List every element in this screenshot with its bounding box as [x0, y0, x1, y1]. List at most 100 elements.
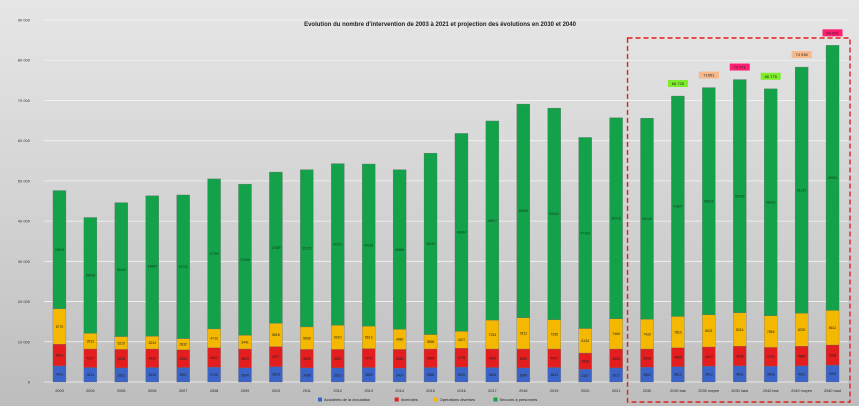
data-label: 3725	[210, 373, 218, 377]
data-label: 5038	[829, 353, 837, 357]
data-label: 4936	[736, 354, 744, 358]
x-tick-label: 2040 moyen	[791, 389, 812, 393]
legend-swatch	[394, 397, 399, 402]
bar-segment	[238, 183, 252, 336]
data-label: 4207	[458, 338, 466, 342]
y-tick-label: 10 000	[18, 339, 31, 344]
data-label: 3812	[674, 373, 682, 377]
data-label: 4031	[736, 372, 744, 376]
legend-swatch	[433, 397, 438, 402]
data-label: 3912	[705, 372, 713, 376]
data-label: 3513	[334, 373, 342, 377]
bar-segment	[114, 202, 128, 337]
bar-segment	[794, 66, 809, 314]
x-tick-label: 2030 bas	[670, 389, 686, 393]
projection-annotation-label: 71651	[703, 73, 715, 78]
data-label: 6134	[581, 339, 589, 343]
data-label: 5608	[303, 336, 311, 340]
bar-segment	[640, 117, 654, 320]
x-tick-label: 2013	[364, 389, 372, 393]
projection-annotation-label: 74 971	[734, 65, 747, 70]
x-tick-label: 2015	[426, 389, 434, 393]
data-label: 56418	[766, 201, 776, 205]
y-tick-label: 60 000	[18, 138, 31, 143]
data-label: 7810	[674, 330, 682, 334]
bar-segment	[825, 45, 840, 311]
x-tick-label: 2030 moyen	[698, 389, 719, 393]
bar-segment	[331, 163, 345, 326]
data-label: 40212	[333, 243, 343, 247]
x-tick-label: 2016	[457, 389, 465, 393]
data-label: 3818	[272, 373, 280, 377]
data-label: 49244	[457, 231, 467, 235]
data-label: 4597	[550, 357, 558, 361]
data-label: 4812	[705, 355, 713, 359]
bar-segment	[578, 137, 592, 329]
data-label: 37290	[209, 252, 219, 256]
data-label: 4022	[798, 372, 806, 376]
x-tick-label: 2020	[581, 389, 589, 393]
bar-segment	[671, 95, 685, 317]
data-label: 2832	[179, 342, 187, 346]
data-label: 3616	[148, 373, 156, 377]
y-tick-label: 40 000	[18, 219, 31, 224]
projection-highlight-box	[626, 37, 851, 403]
data-label: 7812	[520, 332, 528, 336]
data-label: 4394	[179, 357, 187, 361]
legend-label: Secours à personnes	[500, 397, 538, 402]
data-label: 4654	[396, 357, 404, 361]
data-label: 45120	[426, 242, 436, 246]
x-tick-label: 2040 bas	[763, 389, 779, 393]
x-tick-label: 2010	[272, 389, 280, 393]
y-tick-label: 50 000	[18, 178, 31, 183]
y-tick-label: 20 000	[18, 299, 31, 304]
legend-swatch	[318, 397, 322, 402]
bar-segment	[764, 88, 778, 316]
data-label: 3670	[458, 373, 466, 377]
data-label: 3604	[489, 373, 497, 377]
bar-segment	[702, 87, 716, 315]
data-label: 8230	[798, 328, 806, 332]
data-label: 7433	[643, 332, 651, 336]
data-label: 29403	[55, 248, 65, 252]
data-label: 7255	[550, 333, 558, 337]
data-label: 5818	[272, 333, 280, 337]
data-label: 7233	[489, 333, 497, 337]
data-label: 4812	[210, 356, 218, 360]
projection-annotation-box	[667, 80, 688, 88]
data-label: 65931	[828, 176, 838, 180]
data-label: 4204	[829, 372, 837, 376]
data-label: 37589	[271, 246, 281, 250]
x-tick-label: 2018	[519, 389, 527, 393]
data-label: 5613	[365, 336, 373, 340]
data-label: 34899	[148, 264, 158, 268]
bar-segment	[392, 169, 407, 330]
legend-label: Opérations diverses	[440, 397, 476, 402]
projection-annotation-label: 66 775	[765, 74, 778, 79]
data-label: 3569	[365, 373, 373, 377]
bar-segment	[454, 133, 469, 332]
data-label: 4693	[520, 357, 528, 361]
data-label: 8314	[736, 328, 744, 332]
x-tick-label: 2017	[488, 389, 496, 393]
bar-segment	[83, 217, 98, 334]
projection-annotation-box	[729, 63, 750, 71]
x-tick-label: 2008	[210, 389, 218, 393]
data-label: 40331	[364, 243, 374, 247]
data-label: 52620	[550, 212, 560, 216]
data-label: 3614	[87, 373, 95, 377]
data-label: 4702	[767, 355, 775, 359]
data-label: 4637	[87, 357, 95, 361]
x-tick-label: 2011	[303, 389, 311, 393]
data-label: 4693	[241, 357, 249, 361]
data-label: 4655	[612, 357, 620, 361]
data-label: 4608	[303, 357, 311, 361]
x-tick-label: 2040 haut	[824, 389, 842, 393]
data-label: 4622	[334, 357, 342, 361]
data-label: 8021	[705, 329, 713, 333]
bar-segment	[300, 169, 314, 328]
data-label: 4700	[365, 356, 373, 360]
data-label: 3407	[396, 373, 404, 377]
data-label: 3660	[643, 373, 651, 377]
